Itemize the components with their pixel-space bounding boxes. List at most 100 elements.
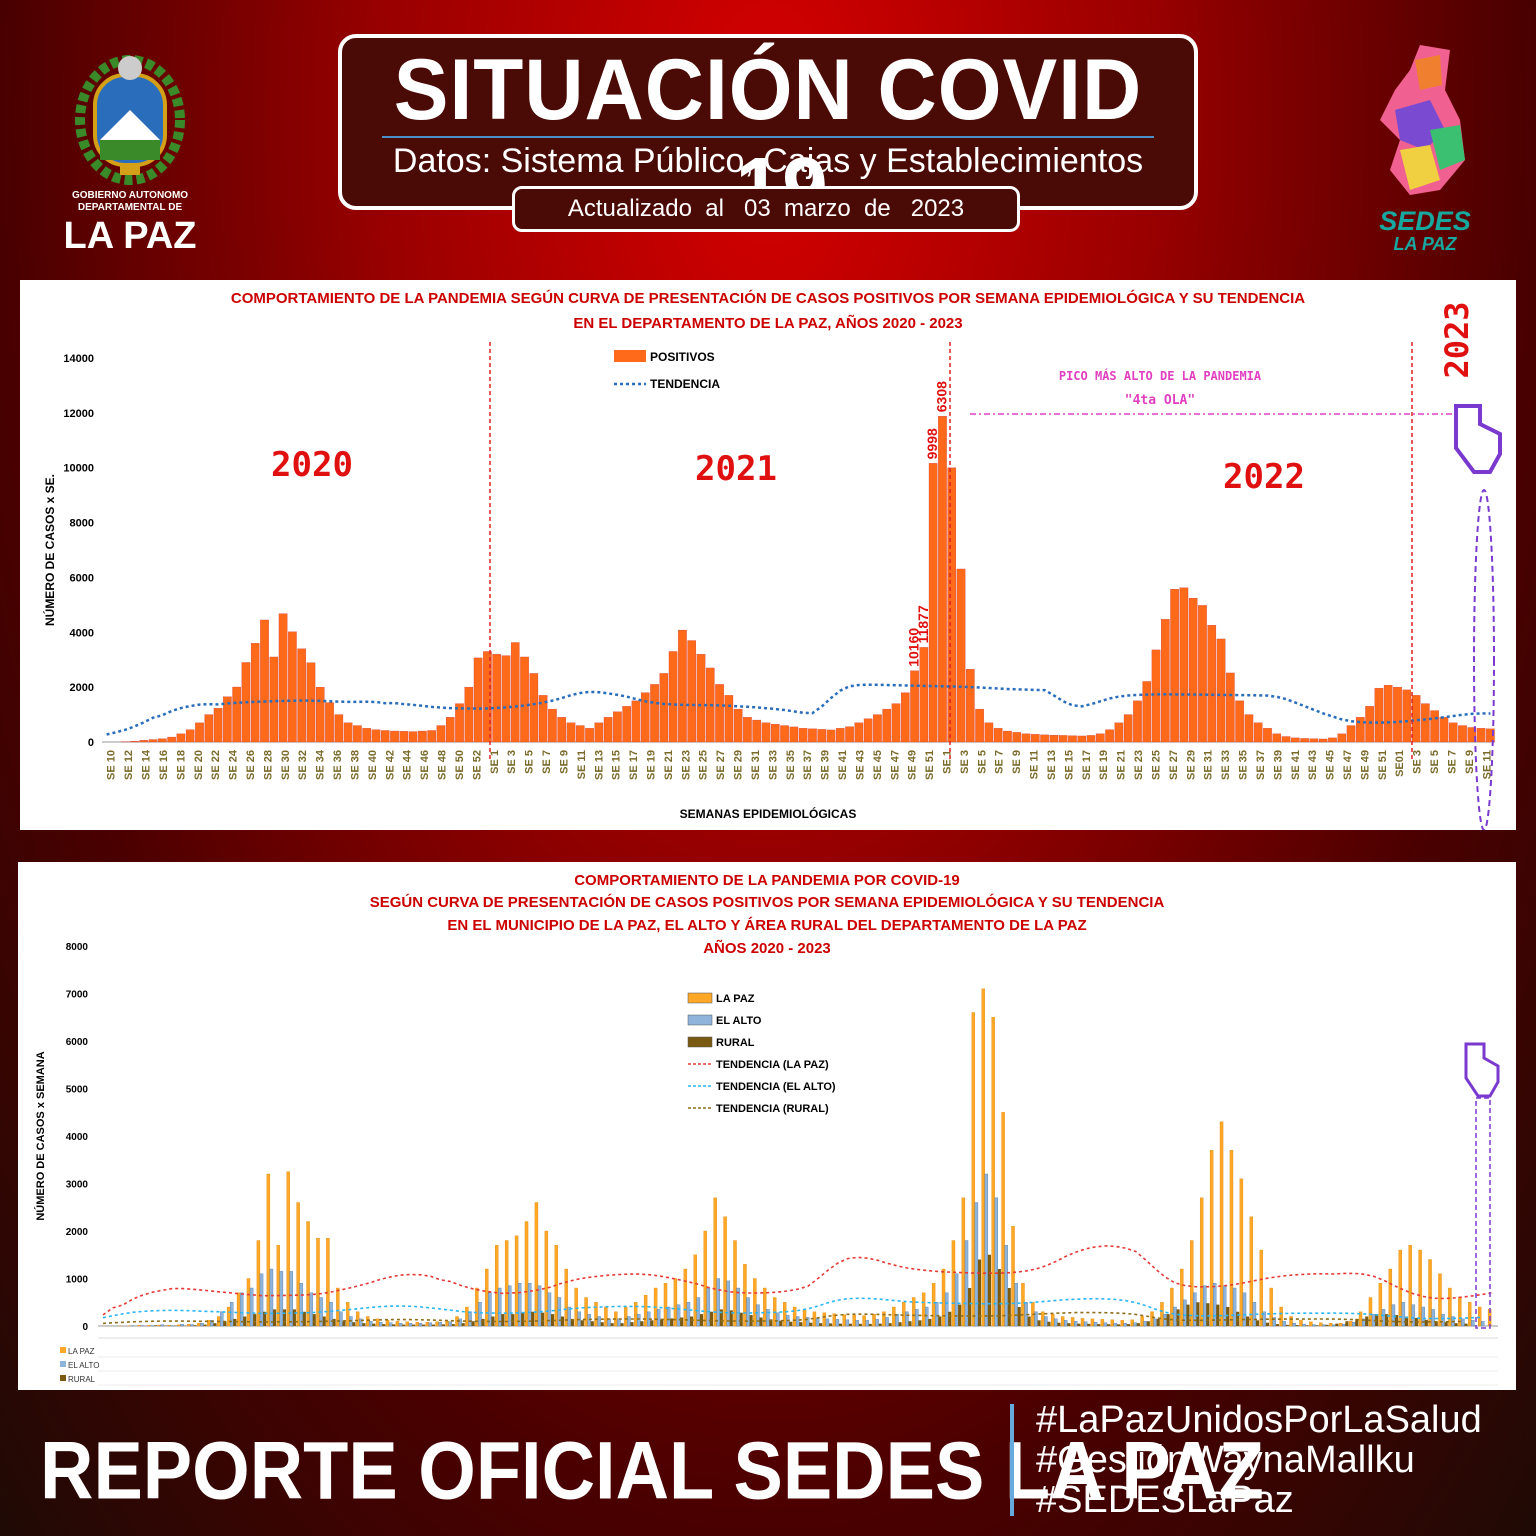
bar-rural [610, 1323, 614, 1326]
hashtag[interactable]: #SEDESLaPaz [1036, 1479, 1294, 1521]
bar-rural [253, 1314, 257, 1326]
bar-el-alto [279, 1271, 284, 1327]
x-axis-label: SEMANAS EPIDEMIOLÓGICAS [680, 806, 857, 821]
bar-el-alto [637, 1313, 641, 1327]
bar-el-alto [1004, 1245, 1008, 1327]
bar-rural [1335, 1323, 1339, 1326]
bar-el-alto [408, 1322, 413, 1327]
logo-caption-large: LA PAZ [63, 215, 197, 257]
hashtag[interactable]: #GestiónWaynaMallku [1036, 1439, 1415, 1481]
bar-rural [203, 1324, 207, 1326]
bar-positivos [585, 728, 594, 743]
bar-la-paz [415, 1322, 419, 1327]
bar-la-paz [1011, 1226, 1015, 1327]
bar-el-alto [1064, 1320, 1068, 1327]
bar-el-alto [180, 1324, 184, 1327]
x-tick-label: SE 27 [715, 750, 727, 780]
bar-rural [719, 1309, 723, 1326]
logo-line2: DEPARTAMENTAL DE [77, 202, 183, 213]
legend-swatch [687, 992, 713, 1004]
bar-rural [1305, 1325, 1309, 1326]
bar-positivos [232, 686, 241, 743]
bar-positivos [408, 731, 418, 743]
bar-el-alto [339, 1311, 343, 1327]
bar-positivos [1337, 733, 1347, 743]
bar-el-alto [220, 1311, 224, 1327]
bar-positivos [1346, 725, 1356, 743]
bar-rural [1126, 1324, 1131, 1326]
bar-el-alto [378, 1322, 383, 1327]
pointer-hand-icon [1464, 1042, 1500, 1098]
bar-la-paz [792, 1306, 797, 1327]
bar-la-paz [356, 1311, 360, 1327]
bar-positivos [752, 719, 762, 743]
bar-la-paz [1090, 1318, 1095, 1327]
bar-positivos [789, 726, 799, 743]
bar-la-paz [514, 1235, 519, 1327]
hashtag[interactable]: #LaPazUnidosPorLaSalud [1036, 1399, 1482, 1441]
chart2-svg: 0 1000 2000 3000 4000 5000 6000 7000 8000 NÚMERO … [34, 942, 1500, 1386]
bar-positivos [1207, 625, 1217, 743]
bar-positivos [1021, 733, 1031, 743]
bar-el-alto [547, 1292, 552, 1327]
bar-el-alto [1481, 1321, 1485, 1327]
bar-positivos [1393, 686, 1402, 743]
bar-rural [402, 1324, 406, 1326]
bar-la-paz [534, 1202, 539, 1327]
chart1-svg: 0 2000 4000 6000 8000 10000 12000 14000 NÚMERO D… [42, 301, 1502, 830]
bar-el-alto [398, 1322, 403, 1327]
x-tick-label: SE 50 [454, 750, 466, 780]
bar-la-paz [306, 1221, 310, 1327]
bar-la-paz [604, 1306, 608, 1327]
y-axis-label: NÚMERO DE CASOS x SE. [42, 474, 57, 626]
x-tick-label: SE 46 [419, 750, 431, 780]
bar-rural [729, 1310, 733, 1326]
bar-positivos [1012, 732, 1022, 743]
bar-la-paz [713, 1197, 717, 1327]
bar-el-alto [488, 1292, 492, 1327]
bar-el-alto [1213, 1283, 1217, 1327]
x-tick-label: SE 5 [524, 750, 536, 774]
bar-positivos [780, 725, 789, 743]
x-tick-label: SE 33 [1220, 750, 1232, 780]
y-tick-label: 10000 [63, 463, 94, 475]
bar-el-alto [925, 1306, 929, 1327]
bar-rural [958, 1304, 962, 1326]
bar-rural [312, 1314, 316, 1326]
bar-rural [153, 1325, 157, 1326]
highlight-box [1475, 1097, 1491, 1329]
bar-la-paz [385, 1320, 390, 1327]
x-tick-label: SE 37 [802, 750, 814, 780]
y-tick-label: 2000 [66, 1227, 89, 1238]
bar-positivos [223, 696, 232, 743]
bar-la-paz [941, 1268, 946, 1327]
bar-el-alto [567, 1306, 572, 1327]
x-tick-label: SE 41 [1290, 750, 1302, 780]
bar-positivos [1003, 730, 1012, 743]
bar-positivos [1142, 681, 1152, 743]
bar-positivos [334, 714, 344, 743]
x-tick-label: SE 51 [1377, 750, 1389, 780]
bar-rural [342, 1321, 346, 1326]
y-tick-label: 14000 [63, 353, 94, 365]
bar-el-alto [259, 1273, 264, 1327]
bar-la-paz [961, 1197, 966, 1327]
bar-la-paz [435, 1321, 439, 1327]
bar-la-paz [157, 1324, 161, 1327]
bar-positivos [306, 662, 316, 743]
bar-positivos [1086, 735, 1096, 743]
bar-rural [868, 1323, 872, 1326]
bar-la-paz [1160, 1302, 1164, 1327]
bar-positivos [993, 728, 1003, 743]
bar-rural [441, 1324, 445, 1326]
bar-el-alto [458, 1318, 462, 1327]
bar-positivos [984, 722, 994, 743]
x-tick-label: SE 27 [1168, 750, 1180, 780]
bar-rural [1067, 1323, 1071, 1326]
bar-rural [560, 1316, 565, 1326]
bar-rural [501, 1314, 505, 1326]
x-tick-label: SE 47 [1342, 750, 1354, 780]
bar-el-alto [438, 1322, 442, 1327]
bar-la-paz [1180, 1268, 1184, 1327]
bar-positivos [1049, 734, 1059, 743]
